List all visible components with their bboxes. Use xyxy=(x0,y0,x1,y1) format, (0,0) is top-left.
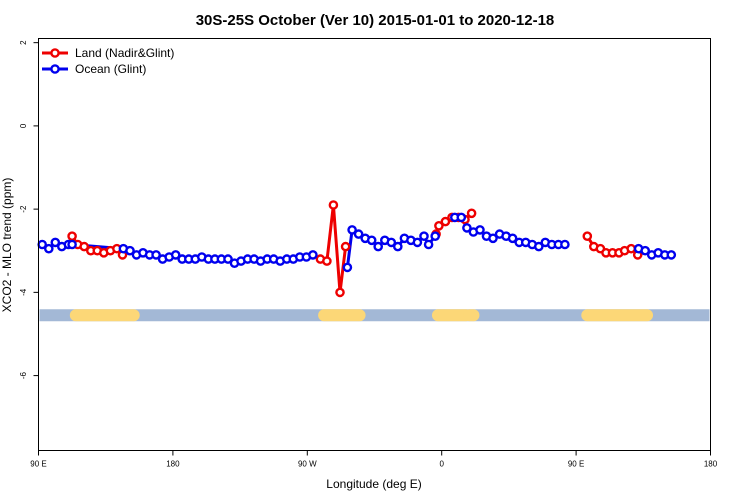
legend: Land (Nadir&Glint) Ocean (Glint) xyxy=(42,46,174,76)
legend-label-land: Land (Nadir&Glint) xyxy=(75,46,174,60)
data-point-ocean xyxy=(151,250,161,260)
data-point-ocean xyxy=(456,212,467,223)
y-axis: 2 0 -2 -4 -6 xyxy=(19,40,39,379)
y-axis-label: XCO2 - MLO trend (ppm) xyxy=(0,178,14,313)
x-tick-label: 0 xyxy=(439,460,444,469)
plot-series xyxy=(37,200,677,298)
x-axis: 90 E 180 90 W 0 90 E 180 xyxy=(30,450,718,469)
y-tick-label: 2 xyxy=(19,40,28,45)
data-point-ocean xyxy=(44,243,54,254)
data-point-ocean xyxy=(475,225,485,235)
data-point-ocean xyxy=(373,241,384,252)
data-point-ocean xyxy=(342,262,353,273)
x-tick-label: 90 W xyxy=(298,460,317,469)
data-point-land xyxy=(582,231,593,241)
legend-item-land: Land (Nadir&Glint) xyxy=(42,46,174,60)
data-point-ocean xyxy=(462,223,472,233)
x-axis-label: Longitude (deg E) xyxy=(326,477,421,491)
data-point-ocean xyxy=(386,237,397,248)
plot-frame xyxy=(38,38,711,451)
data-point-land xyxy=(434,220,444,231)
data-point-ocean xyxy=(392,241,403,252)
legend-label-ocean: Ocean (Glint) xyxy=(75,62,146,76)
y-tick-label: 0 xyxy=(19,123,28,128)
data-point-ocean xyxy=(223,254,233,264)
x-tick-label: 90 E xyxy=(30,460,46,469)
data-point-land xyxy=(340,241,351,252)
data-point-ocean xyxy=(347,225,357,235)
data-point-land xyxy=(79,241,89,252)
data-point-land xyxy=(67,231,77,241)
data-point-ocean xyxy=(488,233,498,244)
y-tick-label: -2 xyxy=(19,205,28,213)
data-point-ocean xyxy=(170,250,181,260)
data-point-ocean xyxy=(353,229,364,239)
x-tick-label: 90 E xyxy=(568,460,584,469)
data-point-ocean xyxy=(534,241,544,252)
data-point-ocean xyxy=(50,237,61,248)
y-tick-label: -6 xyxy=(19,371,28,379)
data-point-ocean xyxy=(640,245,651,256)
legend-marker-land xyxy=(50,48,60,58)
chart-title: 30S-25S October (Ver 10) 2015-01-01 to 2… xyxy=(196,12,555,29)
x-tick-label: 180 xyxy=(166,460,180,469)
data-point-ocean xyxy=(560,239,570,250)
x-tick-label: 180 xyxy=(704,460,718,469)
data-point-land xyxy=(626,243,637,254)
data-point-ocean xyxy=(666,250,677,260)
data-point-ocean xyxy=(423,239,434,250)
data-point-ocean xyxy=(507,233,518,244)
data-point-ocean xyxy=(430,231,441,241)
data-point-land xyxy=(322,256,332,266)
data-point-ocean xyxy=(67,239,77,250)
data-point-ocean xyxy=(308,250,318,260)
data-point-land xyxy=(328,200,339,210)
data-point-land xyxy=(466,208,477,219)
data-point-ocean xyxy=(366,235,377,246)
data-point-ocean xyxy=(419,231,429,241)
data-point-ocean xyxy=(125,245,135,256)
legend-marker-ocean xyxy=(50,64,60,74)
legend-item-ocean: Ocean (Glint) xyxy=(42,62,146,76)
y-tick-label: -4 xyxy=(19,288,28,296)
data-point-land xyxy=(440,216,451,227)
data-point-ocean xyxy=(412,237,423,248)
data-point-land xyxy=(335,287,345,298)
